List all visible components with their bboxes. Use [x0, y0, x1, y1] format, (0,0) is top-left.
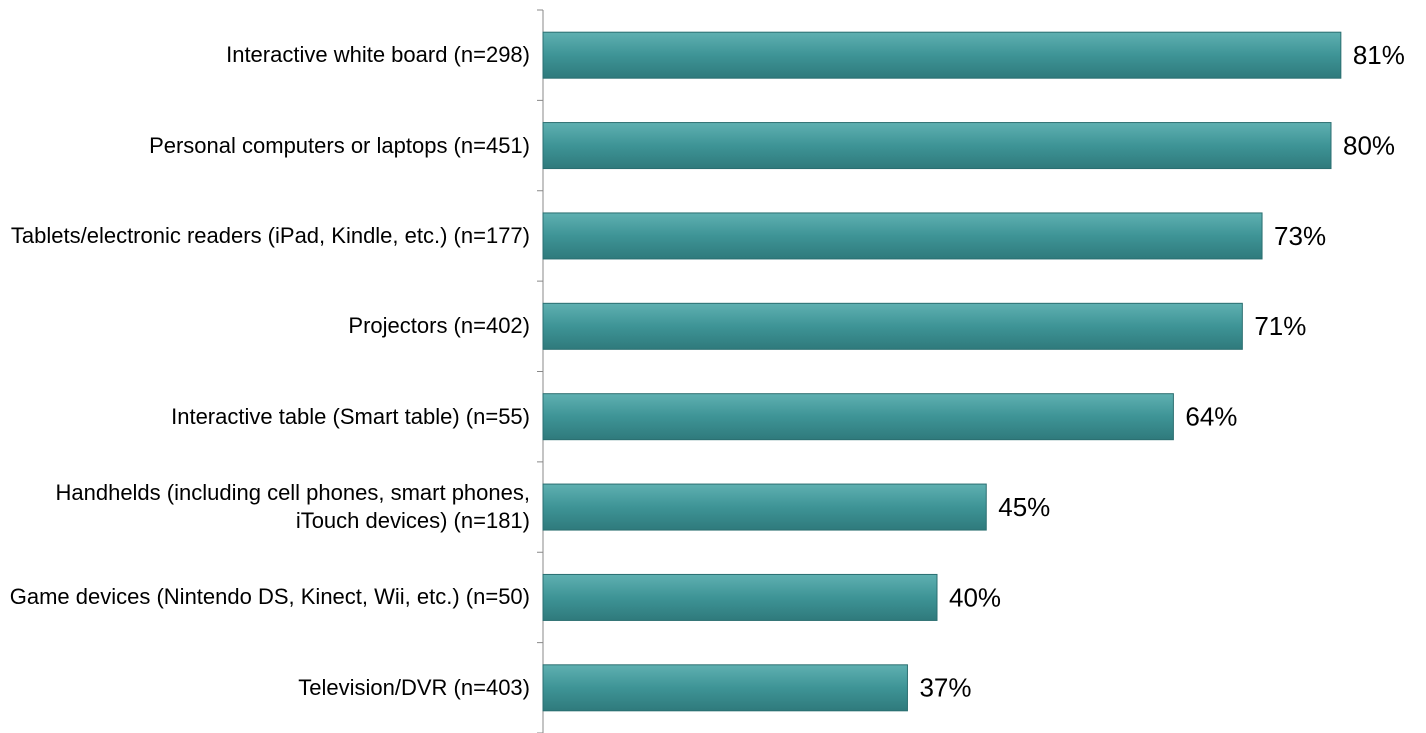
value-label: 80%: [1343, 130, 1395, 160]
bar: [542, 122, 1332, 170]
category-label: Handhelds (including cell phones, smart …: [55, 480, 530, 534]
category-label: Game devices (Nintendo DS, Kinect, Wii, …: [9, 584, 530, 610]
bar: [542, 302, 1243, 350]
value-label: 81%: [1353, 40, 1405, 70]
category-label: Television/DVR (n=403): [298, 674, 530, 700]
value-label: 40%: [949, 582, 1001, 612]
category-label: Interactive white board (n=298): [226, 42, 530, 68]
value-label: 37%: [919, 673, 971, 703]
category-label: Projectors (n=402): [348, 313, 530, 339]
bar: [542, 31, 1342, 79]
value-label: 71%: [1254, 311, 1306, 341]
category-label: Interactive table (Smart table) (n=55): [171, 403, 530, 429]
bar: [542, 573, 938, 621]
value-label: 64%: [1185, 402, 1237, 432]
bar: [542, 393, 1174, 441]
category-label: Personal computers or laptops (n=451): [149, 132, 530, 158]
category-label: Tablets/electronic readers (iPad, Kindle…: [10, 222, 530, 248]
bar: [542, 483, 987, 531]
value-label: 73%: [1274, 221, 1326, 251]
bar: [542, 212, 1263, 260]
value-label: 45%: [998, 492, 1050, 522]
bar: [542, 664, 908, 712]
